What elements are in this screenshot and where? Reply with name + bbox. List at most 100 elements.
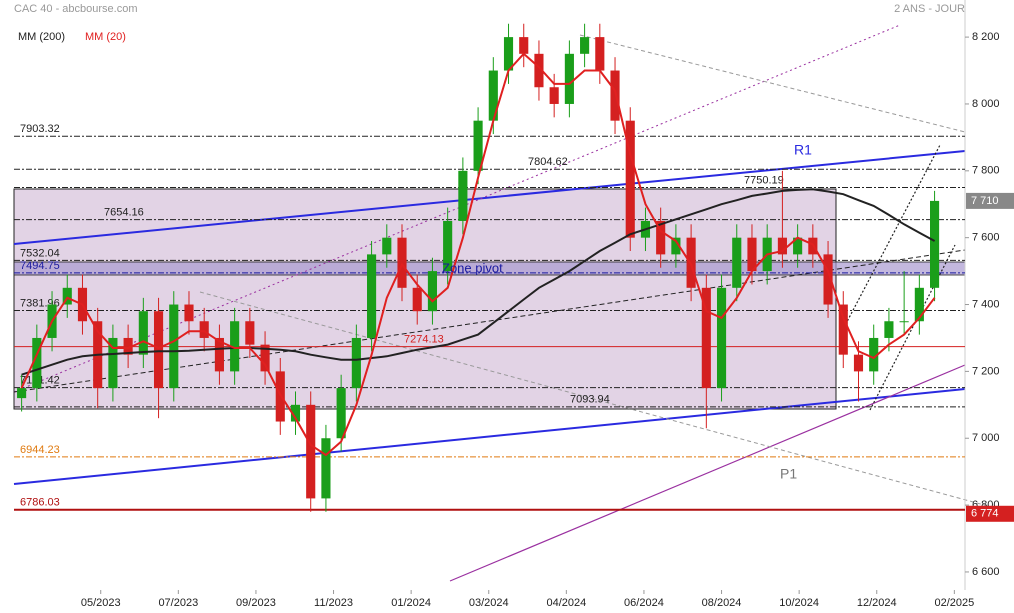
candle-body (838, 304, 848, 355)
legend-entry: MM (200) (18, 31, 65, 43)
x-tick-label: 11/2023 (314, 597, 353, 609)
price-tag-label: 6 774 (971, 508, 999, 520)
y-tick-label: 7 200 (972, 365, 1000, 377)
y-tick-label: 7 800 (972, 165, 1000, 177)
candle-body (503, 37, 514, 71)
moving-average (21, 188, 936, 376)
candle-body (412, 287, 422, 312)
annotation: R1 (794, 142, 812, 158)
candle-body (290, 404, 301, 422)
chart-title: CAC 40 - abcbourse.com (14, 3, 138, 15)
annotation: P1 (780, 466, 797, 482)
candle-body (853, 354, 864, 372)
dashed-trend-line (579, 34, 966, 133)
candle-body (458, 170, 468, 221)
candle-body (153, 311, 164, 389)
candle-body (199, 321, 209, 338)
support-line (13, 388, 966, 485)
candle-body (336, 388, 346, 439)
x-tick-label: 04/2024 (546, 597, 586, 609)
candle-body (747, 237, 757, 272)
candle-body (184, 304, 194, 322)
level-label: 7903.32 (20, 123, 60, 135)
level-label: 7494.75 (20, 260, 60, 272)
candle-body (930, 200, 940, 288)
candle-body (488, 70, 498, 121)
candle-body (701, 287, 711, 389)
range-zone (13, 188, 837, 410)
y-tick-label: 7 600 (972, 232, 1000, 244)
level-label: 7654.16 (104, 206, 144, 218)
candle-body (62, 287, 72, 305)
channel-line (869, 244, 956, 411)
candle-body (108, 337, 118, 389)
candle-body (138, 311, 148, 355)
level-label: 7093.94 (570, 394, 610, 406)
candle-body (367, 254, 377, 338)
resistance-line (13, 150, 966, 245)
candle-body (351, 337, 361, 389)
candle-body (230, 321, 240, 372)
candle-body (321, 438, 331, 499)
level-label: 7532.04 (20, 247, 60, 259)
candle-body (869, 337, 879, 372)
candle-body (123, 337, 133, 355)
candle-body (823, 254, 833, 305)
y-tick-label: 8 000 (972, 98, 1000, 110)
candle-body (793, 237, 803, 255)
candle-body (169, 304, 179, 389)
y-tick-label: 6 600 (972, 566, 1000, 578)
candle-body (306, 404, 316, 499)
x-tick-label: 07/2023 (158, 597, 198, 609)
price-tag (966, 505, 1014, 522)
candle-body (625, 120, 635, 238)
candle-body (580, 37, 590, 54)
chart-subtitle: 2 ANS - JOUR (894, 3, 965, 15)
candle-body (32, 337, 42, 389)
level-label: 7804.62 (528, 156, 568, 168)
x-tick-label: 09/2023 (236, 597, 276, 609)
x-tick-label: 03/2024 (469, 597, 509, 609)
annotation: Zone pivot (442, 260, 503, 275)
candle-body (443, 220, 453, 272)
y-tick-label: 8 200 (972, 31, 1000, 43)
moving-average (20, 52, 936, 457)
candle-body (610, 70, 620, 121)
candle-body (260, 344, 270, 372)
candle-body (656, 220, 666, 255)
x-tick-label: 06/2024 (624, 597, 664, 609)
level-label: 7274.13 (404, 334, 444, 346)
x-tick-label: 10/2024 (779, 597, 819, 609)
candle-body (716, 287, 727, 389)
candle-body (914, 287, 924, 322)
price-tag (966, 192, 1014, 209)
candle-body (899, 321, 909, 323)
level-label: 6944.23 (20, 444, 60, 456)
candle-body (671, 237, 681, 255)
candle-body (245, 321, 255, 345)
candle-body (534, 53, 544, 88)
candle-body (884, 321, 894, 338)
candle-body (17, 388, 27, 399)
candle-body (777, 237, 787, 255)
candle-body (549, 87, 559, 104)
candle-body (595, 37, 605, 71)
x-tick-label: 05/2023 (81, 597, 121, 609)
x-tick-label: 12/2024 (857, 597, 897, 609)
level-label: 6786.03 (20, 497, 60, 509)
candle-body (427, 271, 438, 312)
candle-body (214, 337, 224, 372)
level-label: 7750.19 (744, 174, 784, 186)
x-tick-label: 01/2024 (391, 597, 431, 609)
y-tick-label: 7 000 (972, 432, 1000, 444)
x-tick-label: 08/2024 (702, 597, 742, 609)
candle-body (732, 237, 742, 288)
legend-entry: MM (20) (85, 31, 126, 43)
candle-body (473, 120, 483, 171)
y-tick-label: 7 400 (972, 298, 1000, 310)
price-tag-label: 7 710 (971, 195, 999, 207)
candle-body (564, 53, 574, 104)
trend-line (449, 364, 966, 582)
candle-body (397, 237, 407, 288)
candle-body (519, 37, 529, 54)
